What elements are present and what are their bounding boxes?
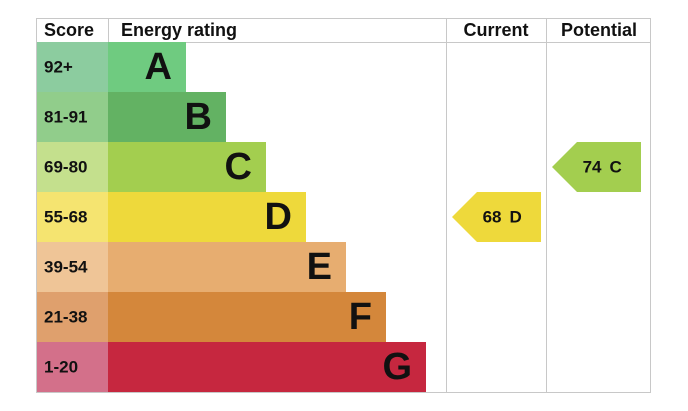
score-cell <box>37 292 108 342</box>
header-rating: Energy rating <box>121 20 237 40</box>
band-score: 21-38 <box>44 307 87 326</box>
score-cell <box>37 242 108 292</box>
score-cell <box>37 192 108 242</box>
band-letter: D <box>265 196 292 238</box>
rating-bar <box>108 192 306 242</box>
band-score: 1-20 <box>44 357 78 376</box>
header-current: Current <box>463 20 528 40</box>
band-score: 39-54 <box>44 257 88 276</box>
rating-bar <box>108 292 386 342</box>
band-letter: F <box>349 296 372 338</box>
rating-bar <box>108 342 426 392</box>
current-score: 68 <box>483 207 502 226</box>
band-score: 55-68 <box>44 207 87 226</box>
band-letter: E <box>307 246 332 288</box>
frame <box>36 18 651 393</box>
band-letter: B <box>185 96 212 138</box>
score-cell <box>37 92 108 142</box>
band-score: 69-80 <box>44 157 87 176</box>
band-score: 81-91 <box>44 107 87 126</box>
rating-bar <box>108 92 226 142</box>
score-cell <box>37 342 108 392</box>
score-cell <box>37 142 108 192</box>
rating-bar <box>108 142 266 192</box>
band-score: 92+ <box>44 57 73 76</box>
current-rating: D <box>510 207 522 226</box>
band-letter: G <box>382 346 412 388</box>
potential-rating: C <box>610 157 622 176</box>
header-potential: Potential <box>561 20 637 40</box>
band-letter: C <box>225 146 252 188</box>
score-cell <box>37 42 108 92</box>
band-letter: A <box>145 46 172 88</box>
rating-bar <box>108 42 186 92</box>
current-arrow <box>452 192 541 242</box>
potential-score: 74 <box>583 157 602 176</box>
header-score: Score <box>44 20 94 40</box>
rating-bar <box>108 242 346 292</box>
potential-arrow <box>552 142 641 192</box>
